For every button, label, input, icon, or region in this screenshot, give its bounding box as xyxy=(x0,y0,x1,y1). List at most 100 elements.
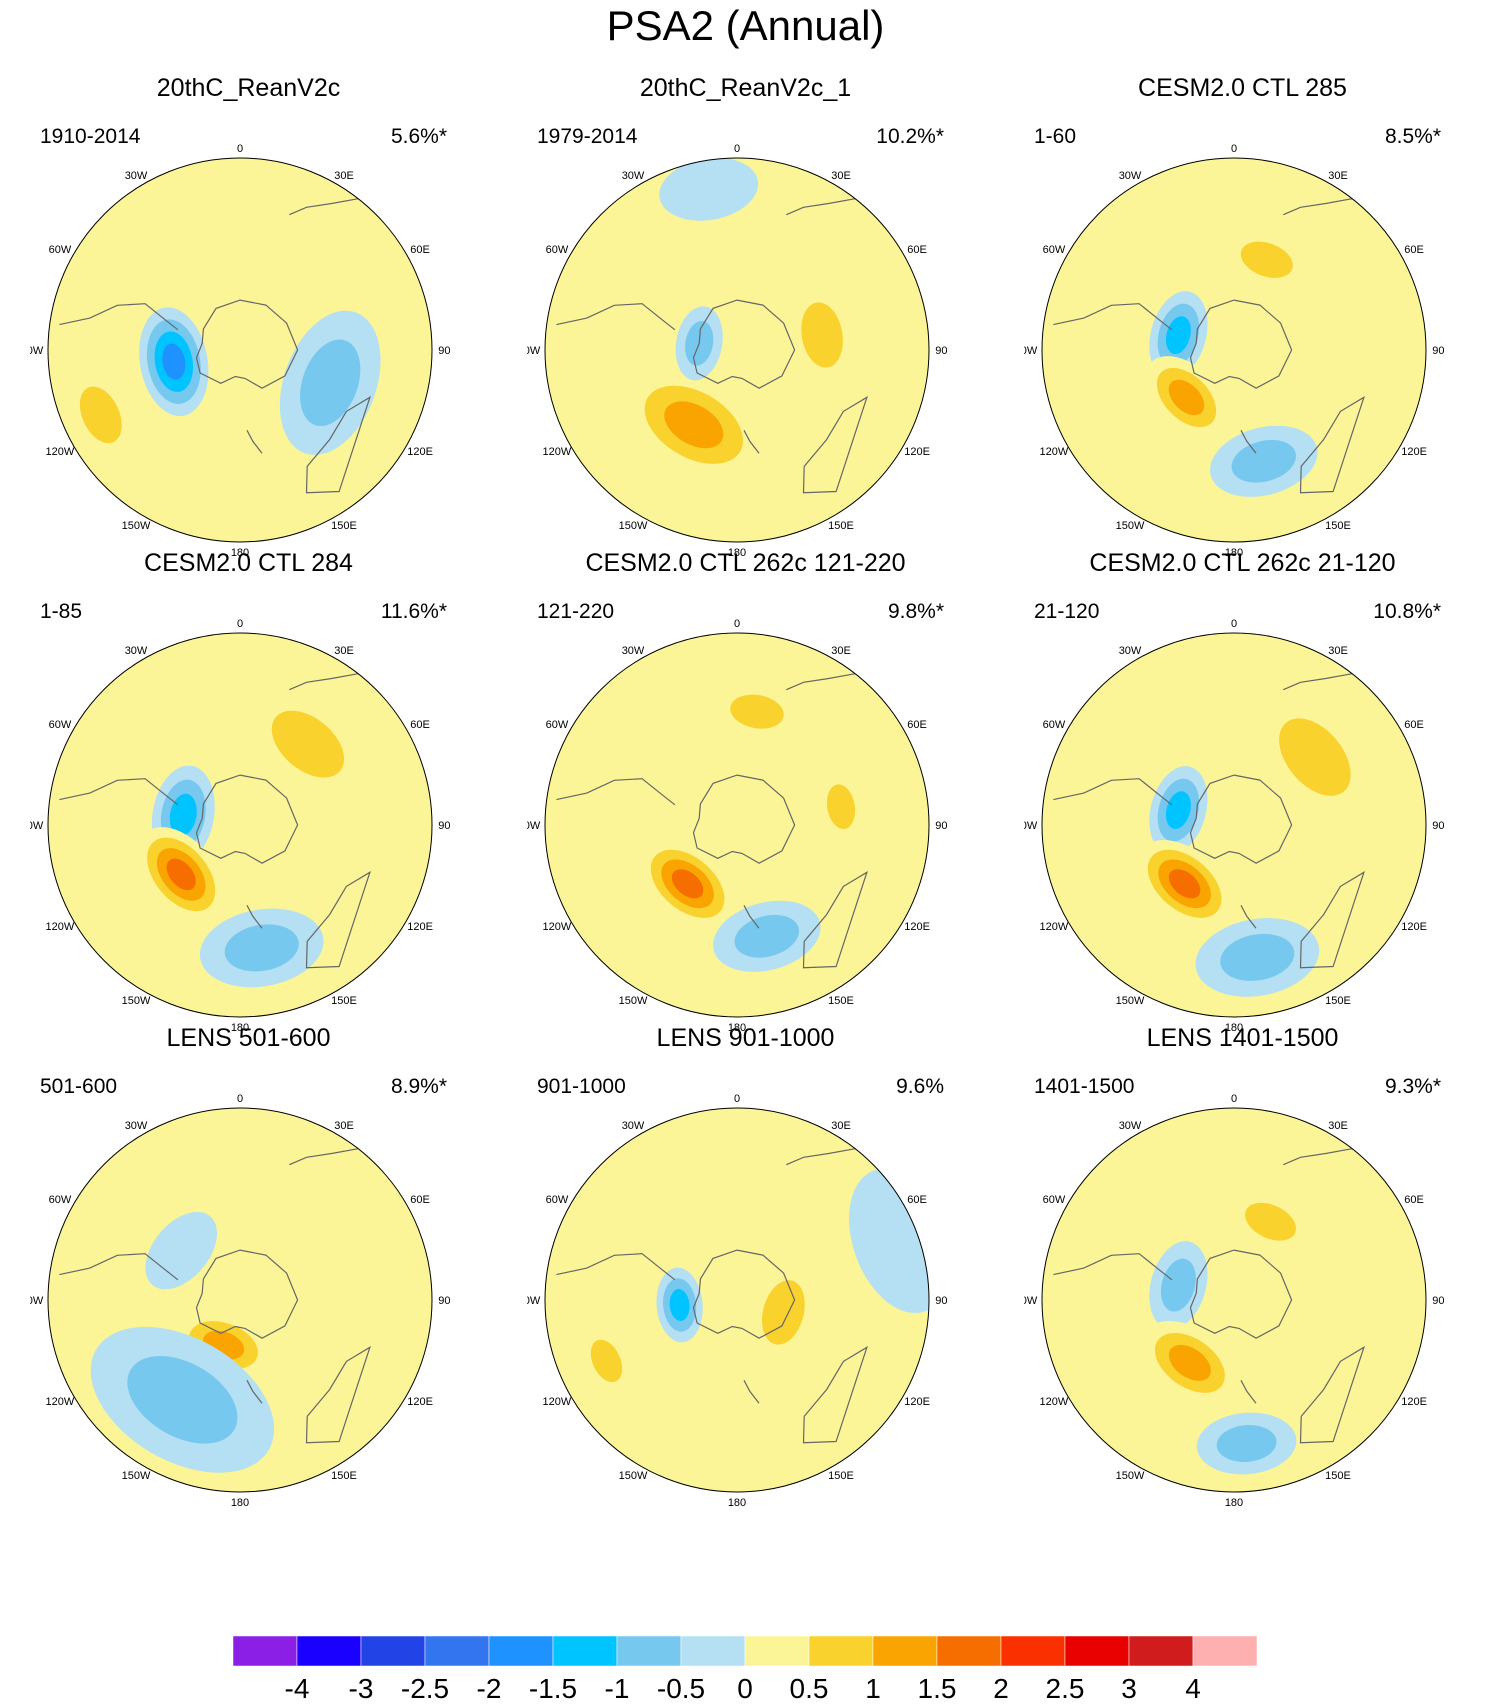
coastline xyxy=(556,1253,676,1281)
longitude-label: 0 xyxy=(237,618,243,630)
longitude-label: 30W xyxy=(1119,170,1142,182)
longitude-label: 90E xyxy=(438,1295,450,1307)
longitude-label: 30E xyxy=(334,1120,354,1132)
longitude-label: 0 xyxy=(734,618,740,630)
longitude-label: 90E xyxy=(438,345,450,357)
anomaly-contour xyxy=(669,1289,690,1321)
anomaly-contour xyxy=(664,401,724,449)
longitude-label: 60E xyxy=(410,244,430,256)
longitude-label: 60W xyxy=(1043,719,1066,731)
colorbar-swatch xyxy=(936,1636,1002,1667)
colorbar-tick-label: 2.5 xyxy=(1046,1673,1085,1704)
colorbar-tick-label: 0.5 xyxy=(790,1673,829,1704)
longitude-label: 60W xyxy=(49,1194,72,1206)
panel-title: LENS 901-1000 xyxy=(656,1024,835,1052)
panel-variance-percent: 8.9%* xyxy=(390,1075,447,1098)
longitude-label: 0 xyxy=(1231,143,1237,155)
polar-map: 0 30E 60E 90E 120E 150E 180 150W 120W 90W 60W 30W xyxy=(527,1093,947,1509)
map-border xyxy=(1041,632,1427,1018)
anomaly-contour xyxy=(1168,869,1201,899)
coastline xyxy=(59,1253,179,1281)
anomaly-contour xyxy=(79,386,122,444)
panel-title: CESM2.0 CTL 262c 21-120 xyxy=(1089,549,1396,577)
coastline xyxy=(786,198,856,216)
longitude-label: 150E xyxy=(331,520,357,532)
longitude-label: 150W xyxy=(619,995,648,1007)
panel-title: CESM2.0 CTL 284 xyxy=(144,549,353,577)
longitude-label: 180 xyxy=(728,1022,746,1034)
longitude-label: 30W xyxy=(622,170,645,182)
colorbar-tick-label: -0.5 xyxy=(657,1673,705,1704)
longitude-label: 180 xyxy=(1225,1497,1243,1509)
anomaly-contour xyxy=(1231,439,1297,483)
coastline xyxy=(1240,905,1257,929)
longitude-label: 30E xyxy=(334,170,354,182)
coastline xyxy=(802,395,868,494)
longitude-label: 120E xyxy=(407,921,433,933)
longitude-label: 30W xyxy=(1119,1120,1142,1132)
longitude-label: 0 xyxy=(1231,618,1237,630)
longitude-label: 180 xyxy=(728,547,746,559)
colorbar-tick-label: -4 xyxy=(285,1673,310,1704)
longitude-label: 60E xyxy=(410,1194,430,1206)
longitude-label: 120E xyxy=(904,921,930,933)
colorbar-tick-label: 1 xyxy=(865,1673,881,1704)
coastline xyxy=(1189,774,1293,864)
longitude-label: 120W xyxy=(46,1396,75,1408)
anomaly-contour xyxy=(1168,379,1205,416)
polar-map: 0 30E 60E 90E 120E 150E 180 150W 120W 90W 60W 30W xyxy=(1024,618,1444,1034)
coastline xyxy=(1053,1253,1173,1281)
longitude-label: 90W xyxy=(1024,345,1038,357)
coastline xyxy=(556,778,676,806)
anomaly-contour xyxy=(271,710,345,778)
coastline xyxy=(1240,1380,1257,1404)
longitude-label: 150W xyxy=(1116,995,1145,1007)
colorbar-tick-label: 3 xyxy=(1121,1673,1137,1704)
colorbar: -4 -3 -2.5 -2 -1.5 -1 -0.5 0 0.5 1 1.5 2 2.5 3 4 xyxy=(233,1636,1258,1704)
coastline xyxy=(1283,1148,1353,1166)
longitude-label: 150W xyxy=(619,520,648,532)
longitude-label: 150W xyxy=(1116,1470,1145,1482)
longitude-label: 150E xyxy=(331,995,357,1007)
anomaly-contour xyxy=(1220,933,1295,981)
panel-title: CESM2.0 CTL 262c 121-220 xyxy=(585,549,906,577)
coastline xyxy=(1283,198,1353,216)
colorbar-swatch xyxy=(233,1636,298,1667)
longitude-label: 90W xyxy=(30,345,44,357)
longitude-label: 30E xyxy=(831,170,851,182)
coastline xyxy=(1240,430,1257,454)
longitude-label: 120E xyxy=(1401,921,1427,933)
longitude-label: 180 xyxy=(231,547,249,559)
anomaly-contour xyxy=(162,343,186,380)
anomaly-contour xyxy=(659,158,759,221)
longitude-label: 120W xyxy=(46,446,75,458)
longitude-label: 60W xyxy=(546,719,569,731)
coastline xyxy=(1299,395,1365,494)
longitude-label: 120W xyxy=(1040,1396,1069,1408)
longitude-label: 150E xyxy=(331,1470,357,1482)
longitude-label: 30W xyxy=(125,170,148,182)
colorbar-swatch xyxy=(296,1636,362,1667)
colorbar-swatch xyxy=(1128,1636,1194,1667)
polar-map: 0 30E 60E 90E 120E 150E 180 150W 120W 90W 60W 30W xyxy=(527,618,947,1034)
longitude-label: 150W xyxy=(619,1470,648,1482)
longitude-label: 0 xyxy=(1231,1093,1237,1105)
coastline xyxy=(556,303,676,331)
colorbar-swatch xyxy=(552,1636,618,1667)
map-background-field xyxy=(545,633,929,1017)
longitude-label: 120E xyxy=(1401,446,1427,458)
longitude-label: 60E xyxy=(1404,719,1424,731)
anomaly-contour xyxy=(224,924,299,972)
colorbar-tick-label: -1.5 xyxy=(529,1673,577,1704)
map-background-field xyxy=(545,158,929,542)
longitude-label: 90W xyxy=(30,820,44,832)
anomaly-contour xyxy=(1168,1344,1211,1381)
map-border xyxy=(544,157,930,543)
longitude-label: 120E xyxy=(407,1396,433,1408)
longitude-label: 90E xyxy=(935,820,947,832)
coastline xyxy=(1299,1345,1365,1444)
anomaly-contour xyxy=(202,1171,278,1218)
coastline xyxy=(1283,673,1353,691)
longitude-label: 90E xyxy=(1432,820,1444,832)
map-border xyxy=(47,157,433,543)
